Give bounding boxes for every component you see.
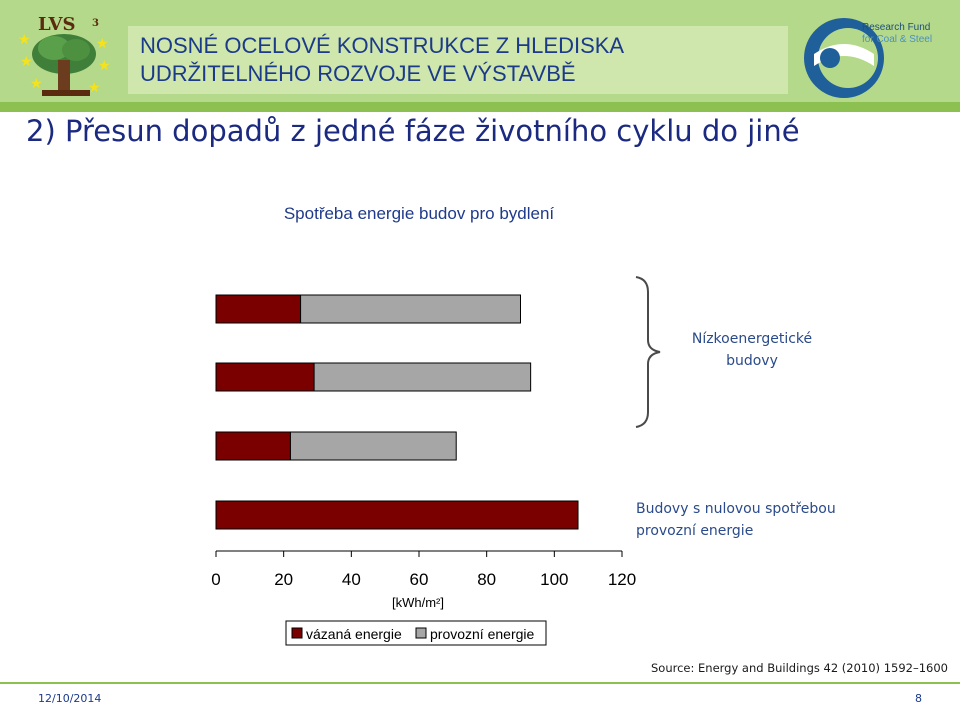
logo-lvs-text: LVS (38, 14, 76, 35)
rfcs-line1: Research Fund (862, 22, 931, 33)
slide-title: 2) Přesun dopadů z jedné fáze životního … (26, 114, 800, 148)
bars-group (215, 294, 579, 530)
logo-lvs-sub: 3 (92, 18, 99, 29)
rfcs-logo-text: Research Fund for Coal & Steel (862, 22, 932, 46)
zero-energy-label: Budovy s nulovou spotřebou provozní ener… (636, 498, 836, 542)
bar-embodied-3 (215, 431, 291, 461)
lvs3-logo: LVS 3 ★ ★ ★ ★ ★ ★ (18, 14, 111, 96)
svg-text:★: ★ (20, 53, 33, 69)
x-ticks: 0 20 40 60 80 100 120 (211, 551, 636, 589)
rfcs-line2: for Coal & Steel (862, 34, 933, 45)
legend-label: vázaná energie (306, 626, 402, 642)
bar-embodied-4 (215, 500, 579, 530)
source-citation: Source: Energy and Buildings 42 (2010) 1… (650, 661, 948, 675)
bar-operational-2 (313, 362, 532, 392)
header-title: NOSNÉ OCELOVÉ KONSTRUKCE Z HLEDISKA UDRŽ… (140, 32, 624, 88)
svg-text:★: ★ (88, 79, 101, 95)
brace-label-line1: Nízkoenergetické (691, 331, 813, 347)
brace-label: Nízkoenergetické budovy (672, 328, 832, 372)
x-tick-label: 20 (274, 570, 293, 589)
bar-embodied-1 (215, 294, 302, 324)
legend-swatch (291, 627, 303, 639)
brace-label-line2: budovy (726, 353, 778, 369)
footer-date: 12/10/2014 (38, 692, 102, 705)
header-title-box: NOSNÉ OCELOVÉ KONSTRUKCE Z HLEDISKA UDRŽ… (128, 26, 788, 94)
legend: vázaná energie provozní energie (285, 620, 547, 646)
x-tick-label: 0 (211, 570, 220, 589)
x-tick-label: 120 (608, 570, 636, 589)
svg-text:★: ★ (98, 57, 111, 73)
zero-energy-label-line2: provozní energie (636, 523, 754, 539)
svg-text:★: ★ (18, 31, 31, 47)
svg-text:★: ★ (30, 75, 43, 91)
x-tick-label: 100 (540, 570, 568, 589)
page-number: 8 (915, 692, 922, 705)
rfcs-logo-icon (804, 18, 884, 98)
legend-label: provozní energie (430, 626, 535, 642)
footer-bar: 12/10/2014 8 (0, 682, 960, 716)
bar-operational-3 (289, 431, 457, 461)
bar-embodied-2 (215, 362, 315, 392)
x-axis-label: [kWh/m²] (392, 595, 444, 610)
x-tick-label: 80 (477, 570, 496, 589)
bar-operational-1 (300, 294, 522, 324)
x-tick-label: 40 (342, 570, 361, 589)
header-title-line2: UDRŽITELNÉHO ROZVOJE VE VÝSTAVBĚ (140, 61, 576, 86)
curly-brace-icon (635, 276, 661, 428)
x-tick-label: 60 (410, 570, 429, 589)
chart-title: Spotřeba energie budov pro bydlení (283, 204, 555, 223)
svg-text:★: ★ (96, 35, 109, 51)
header-title-line1: NOSNÉ OCELOVÉ KONSTRUKCE Z HLEDISKA (140, 33, 625, 58)
zero-energy-label-line1: Budovy s nulovou spotřebou (636, 501, 836, 517)
legend-swatch (415, 627, 427, 639)
